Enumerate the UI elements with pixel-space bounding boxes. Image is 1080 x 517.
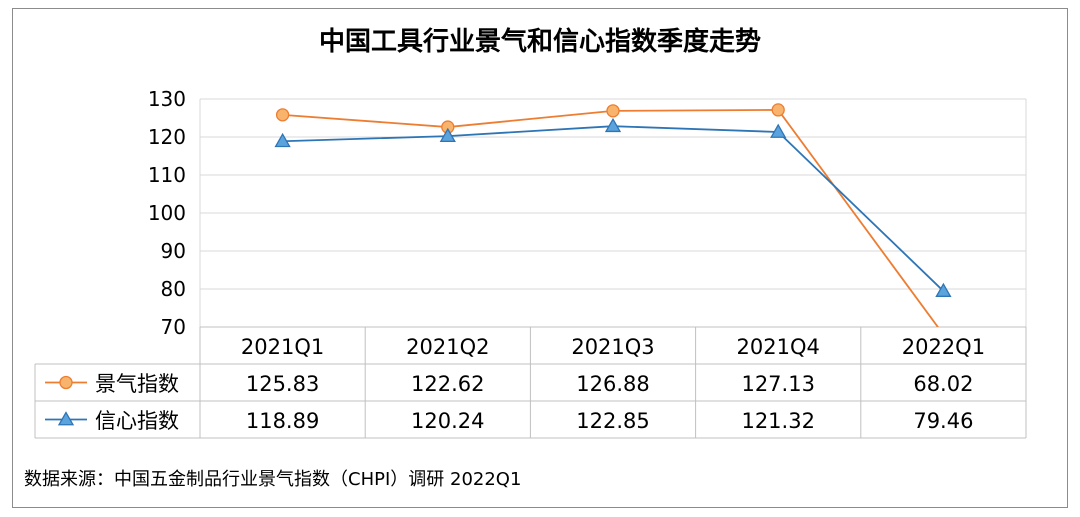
series-1-point [439, 127, 456, 142]
data-label: 122.62 [411, 372, 484, 396]
legend-marker-0 [59, 375, 73, 390]
series-0-point [606, 104, 620, 118]
category-label: 2021Q4 [737, 335, 820, 359]
data-table: 2021Q1 2021Q2 2021Q3 2021Q4 2022Q1 景气指数 125.83… [34, 326, 1027, 439]
series-0-point [771, 103, 785, 117]
series-1-point [770, 123, 787, 138]
series-0-point [275, 108, 290, 122]
data-label: 79.46 [913, 409, 973, 433]
y-tick-label: 70 [161, 315, 186, 339]
plot-area [274, 103, 952, 327]
category-label: 2022Q1 [902, 335, 985, 359]
data-label: 118.89 [246, 409, 319, 433]
series-1-point [604, 117, 622, 133]
series-1-point [274, 132, 291, 148]
series-line-1 [282, 125, 945, 292]
y-tick-label: 110 [148, 163, 186, 187]
data-label: 125.83 [246, 372, 319, 396]
series-1-point [935, 282, 952, 297]
data-label: 120.24 [411, 409, 484, 433]
y-tick-label: 80 [161, 277, 186, 301]
grid [199, 98, 1027, 328]
legend-marker-1 [57, 411, 75, 426]
data-label: 127.13 [741, 372, 814, 396]
category-label: 2021Q3 [571, 335, 654, 359]
source-note: 数据来源：中国五金制品行业景气指数（CHPI）调研 2022Q1 [24, 469, 521, 490]
legend-label-0: 景气指数 [95, 372, 179, 396]
category-label: 2021Q1 [241, 335, 324, 359]
data-label: 122.85 [576, 409, 649, 433]
data-label: 126.88 [576, 372, 649, 396]
chart-title: 中国工具行业景气和信心指数季度走势 [319, 26, 761, 57]
y-tick-label: 130 [148, 87, 186, 111]
y-axis: 70 80 90 100 110 120 130 [148, 87, 186, 339]
data-label: 68.02 [913, 372, 973, 396]
category-label: 2021Q2 [406, 335, 489, 359]
chart-frame [12, 8, 1068, 508]
y-tick-label: 120 [148, 125, 186, 149]
data-label: 121.32 [741, 409, 814, 433]
y-tick-label: 90 [161, 239, 186, 263]
series-line-0 [282, 109, 939, 327]
legend-label-1: 信心指数 [95, 409, 179, 433]
y-tick-label: 100 [148, 201, 186, 225]
